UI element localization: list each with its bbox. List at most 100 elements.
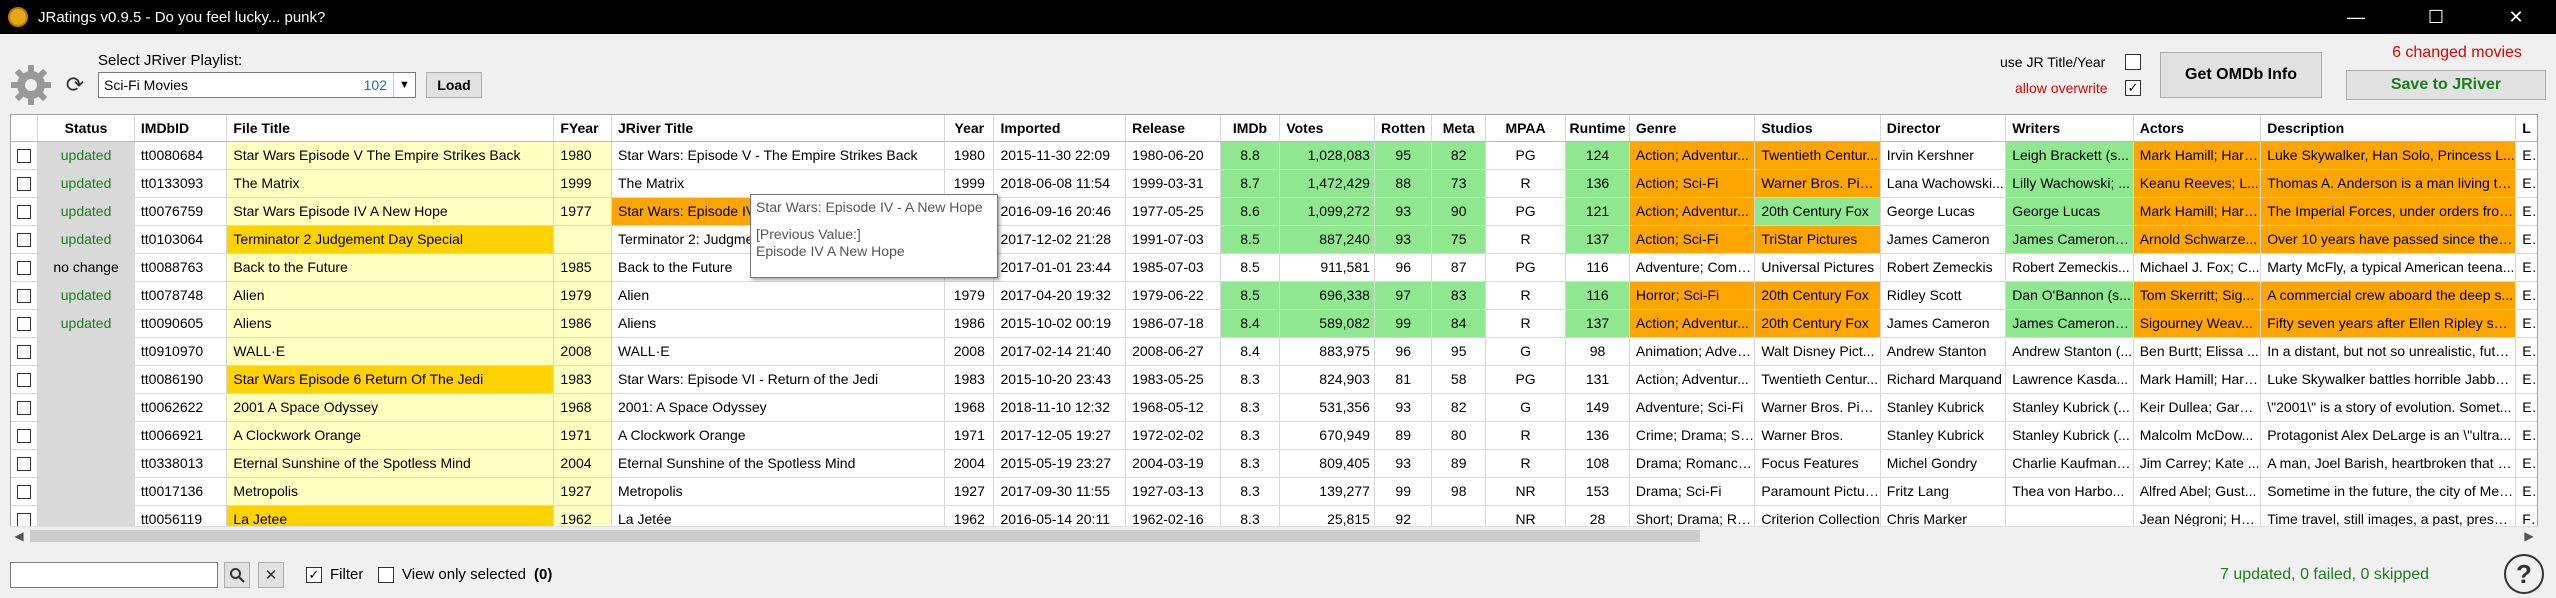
table-row[interactable]: updated tt0133093 The Matrix 1999 The Matrix… [11, 169, 2538, 197]
votes-cell[interactable]: 531,356 [1280, 393, 1375, 421]
votes-cell[interactable]: 887,240 [1280, 225, 1375, 253]
load-button[interactable]: Load [426, 72, 482, 98]
imdb-rating-cell[interactable]: 8.4 [1220, 309, 1280, 337]
director-cell[interactable]: Michel Gondry [1880, 449, 2005, 477]
studios-cell[interactable]: Warner Bros. [1755, 421, 1880, 449]
imdbid-cell[interactable]: tt0338013 [134, 449, 227, 477]
fyear-cell[interactable]: 1986 [554, 309, 612, 337]
file-title-cell[interactable]: Back to the Future [227, 253, 554, 281]
writers-cell[interactable]: Andrew Stanton (... [2006, 337, 2134, 365]
imdbid-cell[interactable]: tt0080684 [134, 141, 227, 169]
column-header[interactable]: FYear [554, 115, 612, 141]
writers-cell[interactable]: Thea von Harbo... [2006, 477, 2134, 505]
year-cell[interactable]: 2008 [945, 337, 994, 365]
file-title-cell[interactable]: Terminator 2 Judgement Day Special [227, 225, 554, 253]
rotten-cell[interactable]: 96 [1374, 337, 1432, 365]
imported-cell[interactable]: 2015-10-02 00:19 [994, 309, 1126, 337]
genre-cell[interactable]: Action; Adventur... [1629, 197, 1754, 225]
meta-cell[interactable]: 95 [1432, 337, 1485, 365]
maximize-button[interactable]: ☐ [2396, 0, 2476, 34]
table-row[interactable]: updated tt0103064 Terminator 2 Judgement D… [11, 225, 2538, 253]
table-row[interactable]: updated tt0090605 Aliens 1986 Aliens 1986 2015… [11, 309, 2538, 337]
runtime-cell[interactable]: 149 [1566, 393, 1630, 421]
imported-cell[interactable]: 2018-06-08 11:54 [994, 169, 1126, 197]
table-row[interactable]: no change tt0088763 Back to the Future 1985… [11, 253, 2538, 281]
column-header[interactable]: IMDbID [134, 115, 227, 141]
rotten-cell[interactable]: 99 [1374, 477, 1432, 505]
fyear-cell[interactable]: 2004 [554, 449, 612, 477]
imported-cell[interactable]: 2017-04-20 19:32 [994, 281, 1126, 309]
status-cell[interactable]: updated [38, 281, 135, 309]
imported-cell[interactable]: 2017-01-01 23:44 [994, 253, 1126, 281]
director-cell[interactable]: James Cameron [1880, 309, 2005, 337]
imdbid-cell[interactable]: tt0086190 [134, 365, 227, 393]
language-cell[interactable]: En [2516, 393, 2538, 421]
meta-cell[interactable]: 87 [1432, 253, 1485, 281]
column-header[interactable]: L [2516, 115, 2538, 141]
status-cell[interactable]: updated [38, 197, 135, 225]
column-header[interactable]: Writers [2006, 115, 2134, 141]
imported-cell[interactable]: 2017-12-05 19:27 [994, 421, 1126, 449]
language-cell[interactable]: En [2516, 309, 2538, 337]
director-cell[interactable]: Robert Zemeckis [1880, 253, 2005, 281]
description-cell[interactable]: The Imperial Forces, under orders from..… [2261, 197, 2516, 225]
mpaa-cell[interactable]: R [1485, 449, 1565, 477]
file-title-cell[interactable]: WALL·E [227, 337, 554, 365]
horizontal-scrollbar[interactable]: ◀ ▶ [10, 526, 2538, 544]
imdbid-cell[interactable]: tt0062622 [134, 393, 227, 421]
runtime-cell[interactable]: 137 [1566, 309, 1630, 337]
table-row[interactable]: tt0066921 A Clockwork Orange 1971 A Clockwo… [11, 421, 2538, 449]
imdbid-cell[interactable]: tt0910970 [134, 337, 227, 365]
refresh-icon[interactable]: ⟳ [62, 70, 88, 100]
rotten-cell[interactable]: 89 [1374, 421, 1432, 449]
column-header[interactable]: Studios [1755, 115, 1880, 141]
imported-cell[interactable]: 2018-11-10 12:32 [994, 393, 1126, 421]
meta-cell[interactable]: 75 [1432, 225, 1485, 253]
column-header[interactable]: Runtime [1566, 115, 1630, 141]
director-cell[interactable]: James Cameron [1880, 225, 2005, 253]
column-header[interactable]: Genre [1629, 115, 1754, 141]
actors-cell[interactable]: Mark Hamill; Harri... [2133, 365, 2261, 393]
table-row[interactable]: tt0086190 Star Wars Episode 6 Return Of T… [11, 365, 2538, 393]
column-header[interactable]: Release [1126, 115, 1221, 141]
imdbid-cell[interactable]: tt0103064 [134, 225, 227, 253]
votes-cell[interactable]: 883,975 [1280, 337, 1375, 365]
settings-gear-icon[interactable] [8, 62, 54, 108]
column-header[interactable]: Actors [2133, 115, 2261, 141]
genre-cell[interactable]: Action; Sci-Fi [1629, 169, 1754, 197]
mpaa-cell[interactable]: R [1485, 281, 1565, 309]
actors-cell[interactable]: Keir Dullea; Gary ... [2133, 393, 2261, 421]
clear-filter-icon[interactable]: ✕ [258, 562, 284, 588]
imported-cell[interactable]: 2015-10-20 23:43 [994, 365, 1126, 393]
imdb-rating-cell[interactable]: 8.6 [1220, 197, 1280, 225]
file-title-cell[interactable]: Star Wars Episode 6 Return Of The Jedi [227, 365, 554, 393]
year-cell[interactable]: 1927 [945, 477, 994, 505]
votes-cell[interactable]: 824,903 [1280, 365, 1375, 393]
jriver-title-cell[interactable]: Star Wars: Episode VI - Return of the Je… [611, 365, 944, 393]
imported-cell[interactable]: 2015-05-19 23:27 [994, 449, 1126, 477]
studios-cell[interactable]: 20th Century Fox [1755, 309, 1880, 337]
jriver-title-cell[interactable]: Alien [611, 281, 944, 309]
rotten-cell[interactable]: 93 [1374, 225, 1432, 253]
column-header[interactable]: Votes [1280, 115, 1375, 141]
row-checkbox[interactable] [17, 233, 31, 247]
description-cell[interactable]: Luke Skywalker battles horrible Jabba ..… [2261, 365, 2516, 393]
imdb-rating-cell[interactable]: 8.8 [1220, 141, 1280, 169]
rotten-cell[interactable]: 96 [1374, 253, 1432, 281]
language-cell[interactable]: En [2516, 281, 2538, 309]
description-cell[interactable]: Protagonist Alex DeLarge is an \"ultra..… [2261, 421, 2516, 449]
description-cell[interactable]: Luke Skywalker, Han Solo, Princess L... [2261, 141, 2516, 169]
minimize-button[interactable]: — [2316, 0, 2396, 34]
row-checkbox[interactable] [17, 373, 31, 387]
release-cell[interactable]: 1999-03-31 [1126, 169, 1221, 197]
file-title-cell[interactable]: Eternal Sunshine of the Spotless Mind [227, 449, 554, 477]
release-cell[interactable]: 1979-06-22 [1126, 281, 1221, 309]
status-cell[interactable]: updated [38, 225, 135, 253]
genre-cell[interactable]: Crime; Drama; Sc... [1629, 421, 1754, 449]
movies-grid[interactable]: Status IMDbID File Title FYear JRiver Title Y… [10, 114, 2538, 544]
row-checkbox[interactable] [17, 205, 31, 219]
mpaa-cell[interactable]: PG [1485, 141, 1565, 169]
description-cell[interactable]: Marty McFly, a typical American teena... [2261, 253, 2516, 281]
release-cell[interactable]: 2004-03-19 [1126, 449, 1221, 477]
view-only-selected-checkbox[interactable] [378, 567, 394, 583]
